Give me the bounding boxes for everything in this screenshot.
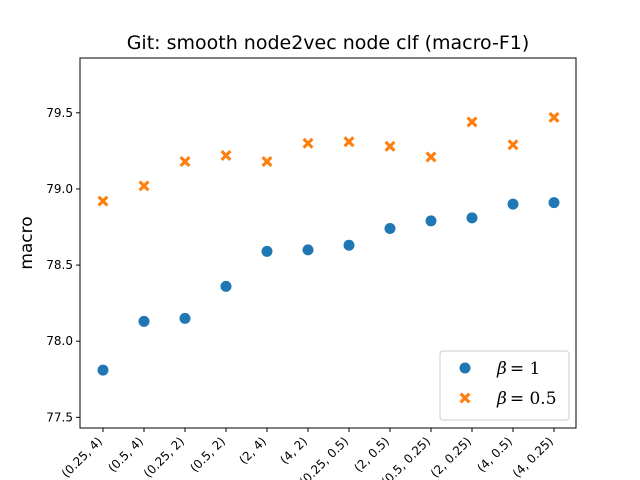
point-beta-1: [507, 198, 519, 210]
point-beta-0-5: [97, 195, 109, 207]
plot-area-frame: [79, 57, 577, 429]
x-tick-label: (0.5, 4): [105, 434, 146, 475]
point-beta-1: [548, 197, 560, 209]
point-beta-1: [466, 212, 478, 224]
x-tick-label: (2, 4): [236, 434, 269, 467]
point-beta-1: [179, 312, 191, 324]
point-beta-0-5: [384, 140, 396, 152]
legend-label-beta-1: β = 1: [496, 359, 540, 379]
legend-label-beta-0-5: β = 0.5: [496, 389, 557, 409]
x-tick-label: (2, 0.5): [351, 434, 392, 475]
legend-marker-circle: [459, 362, 471, 374]
point-beta-1: [343, 239, 355, 251]
x-tick-label: (4, 0.5): [474, 434, 515, 475]
point-beta-1: [220, 280, 232, 292]
point-beta-0-5: [507, 139, 519, 151]
x-axis: (0.25, 4) (0.5, 4)(0.25, 2) (0.5, 2) (2, 4)…: [59, 428, 556, 480]
x-tick-label: (4, 2): [277, 434, 310, 467]
point-beta-1: [261, 245, 273, 257]
y-tick-label: 78.5: [46, 258, 73, 272]
point-beta-0-5: [220, 149, 232, 161]
x-tick-label: (0.25, 2): [141, 434, 187, 480]
x-tick-label: (0.5, 2): [187, 434, 228, 475]
legend-item-beta-1: β = 1: [459, 359, 540, 379]
y-tick-label: 79.5: [46, 106, 73, 120]
point-beta-0-5: [179, 156, 191, 168]
x-tick-label: (4, 0.25): [510, 434, 556, 480]
y-tick-label: 79.0: [46, 182, 73, 196]
legend: β = 1 β = 0.5: [439, 350, 570, 421]
legend-box: [439, 350, 570, 421]
point-beta-0-5: [343, 136, 355, 148]
legend-item-beta-0-5: β = 0.5: [459, 389, 557, 409]
legend-marker-x: [459, 392, 471, 404]
point-beta-1: [425, 215, 437, 227]
point-beta-1: [97, 364, 109, 376]
point-beta-1: [384, 223, 396, 235]
point-beta-1: [138, 315, 150, 327]
data-points: [97, 111, 560, 376]
point-beta-0-5: [425, 151, 437, 163]
y-axis-label: macro: [17, 216, 37, 269]
point-beta-0-5: [138, 180, 150, 192]
x-tick-label: (0.25, 4): [59, 434, 105, 480]
point-beta-0-5: [261, 156, 273, 168]
point-beta-1: [302, 244, 314, 256]
y-axis: 77.5 78.0 78.5 79.0 79.5: [46, 106, 80, 424]
point-beta-0-5: [302, 137, 314, 149]
point-beta-0-5: [548, 111, 560, 123]
y-tick-label: 77.5: [46, 410, 73, 424]
chart-title: Git: smooth node2vec node clf (macro-F1): [127, 32, 530, 54]
y-tick-label: 78.0: [46, 334, 73, 348]
x-tick-label: (2, 0.25): [428, 434, 474, 480]
point-beta-0-5: [466, 116, 478, 128]
